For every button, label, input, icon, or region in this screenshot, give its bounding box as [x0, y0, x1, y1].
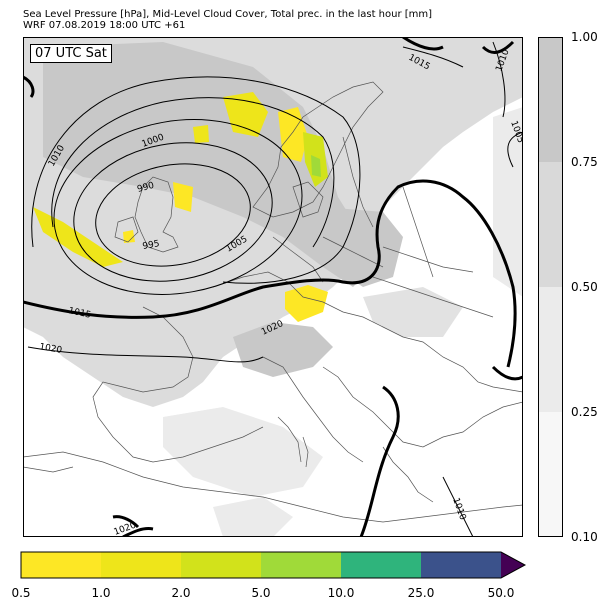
- precip-colorbar-tick: 10.0: [327, 586, 355, 600]
- cloud-colorbar-tick: 1.00: [571, 30, 598, 44]
- map-title: Sea Level Pressure [hPa], Mid-Level Clou…: [23, 9, 433, 20]
- precip-colorbar-segment: [21, 552, 101, 578]
- precip-colorbar-tick: 5.0: [251, 586, 271, 600]
- precip-colorbar-segment: [101, 552, 181, 578]
- cloud-colorbar-segment: [538, 37, 563, 162]
- precip-colorbar-segment: [421, 552, 501, 578]
- precip-colorbar-tick: 50.0: [487, 586, 515, 600]
- weather-map: 1015 1010 1005 1010 1000 990 995 1005 10…: [23, 37, 523, 537]
- precip-colorbar-segment: [341, 552, 421, 578]
- precipitation-colorbar: [20, 551, 527, 579]
- isobar-label: 1015: [67, 306, 91, 321]
- precip-colorbar-tick: 2.0: [171, 586, 191, 600]
- precip-colorbar-segment: [181, 552, 261, 578]
- precip-colorbar-tick: 1.0: [91, 586, 111, 600]
- isobar-1015-layer: [23, 37, 523, 537]
- model-run-subtitle: WRF 07.08.2019 18:00 UTC +61: [23, 20, 186, 31]
- coastline-layer: [23, 81, 523, 523]
- isobar-label: 995: [142, 239, 161, 252]
- isobar-label: 990: [136, 181, 155, 195]
- isobar-layer: [27, 41, 523, 537]
- precip-colorbar-segment: [261, 552, 341, 578]
- cloud-colorbar-tick: 0.75: [571, 155, 598, 169]
- cloud-colorbar-tick: 0.10: [571, 530, 598, 544]
- cloud-cover-layer: [23, 37, 523, 537]
- cloud-colorbar-tick: 0.25: [571, 405, 598, 419]
- isobar-label: 1020: [38, 342, 63, 356]
- cloud-colorbar-segment: [538, 162, 563, 287]
- precip-colorbar-tick: 25.0: [407, 586, 435, 600]
- cloud-cover-colorbar: [538, 37, 563, 537]
- cloud-colorbar-tick: 0.50: [571, 280, 598, 294]
- cloud-colorbar-segment: [538, 412, 563, 537]
- valid-time-label: 07 UTC Sat: [30, 44, 112, 63]
- cloud-colorbar-segment: [538, 287, 563, 412]
- precip-colorbar-extend-arrow: [501, 552, 525, 578]
- precip-colorbar-tick: 0.5: [11, 586, 31, 600]
